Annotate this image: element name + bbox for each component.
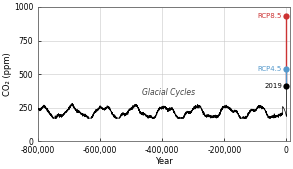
Text: RCP8.5: RCP8.5 <box>258 13 282 19</box>
Y-axis label: CO₂ (ppm): CO₂ (ppm) <box>4 52 13 96</box>
X-axis label: Year: Year <box>155 156 173 165</box>
Text: 2019: 2019 <box>264 83 282 89</box>
Text: RCP4.5: RCP4.5 <box>258 66 282 72</box>
Text: Glacial Cycles: Glacial Cycles <box>142 88 195 97</box>
